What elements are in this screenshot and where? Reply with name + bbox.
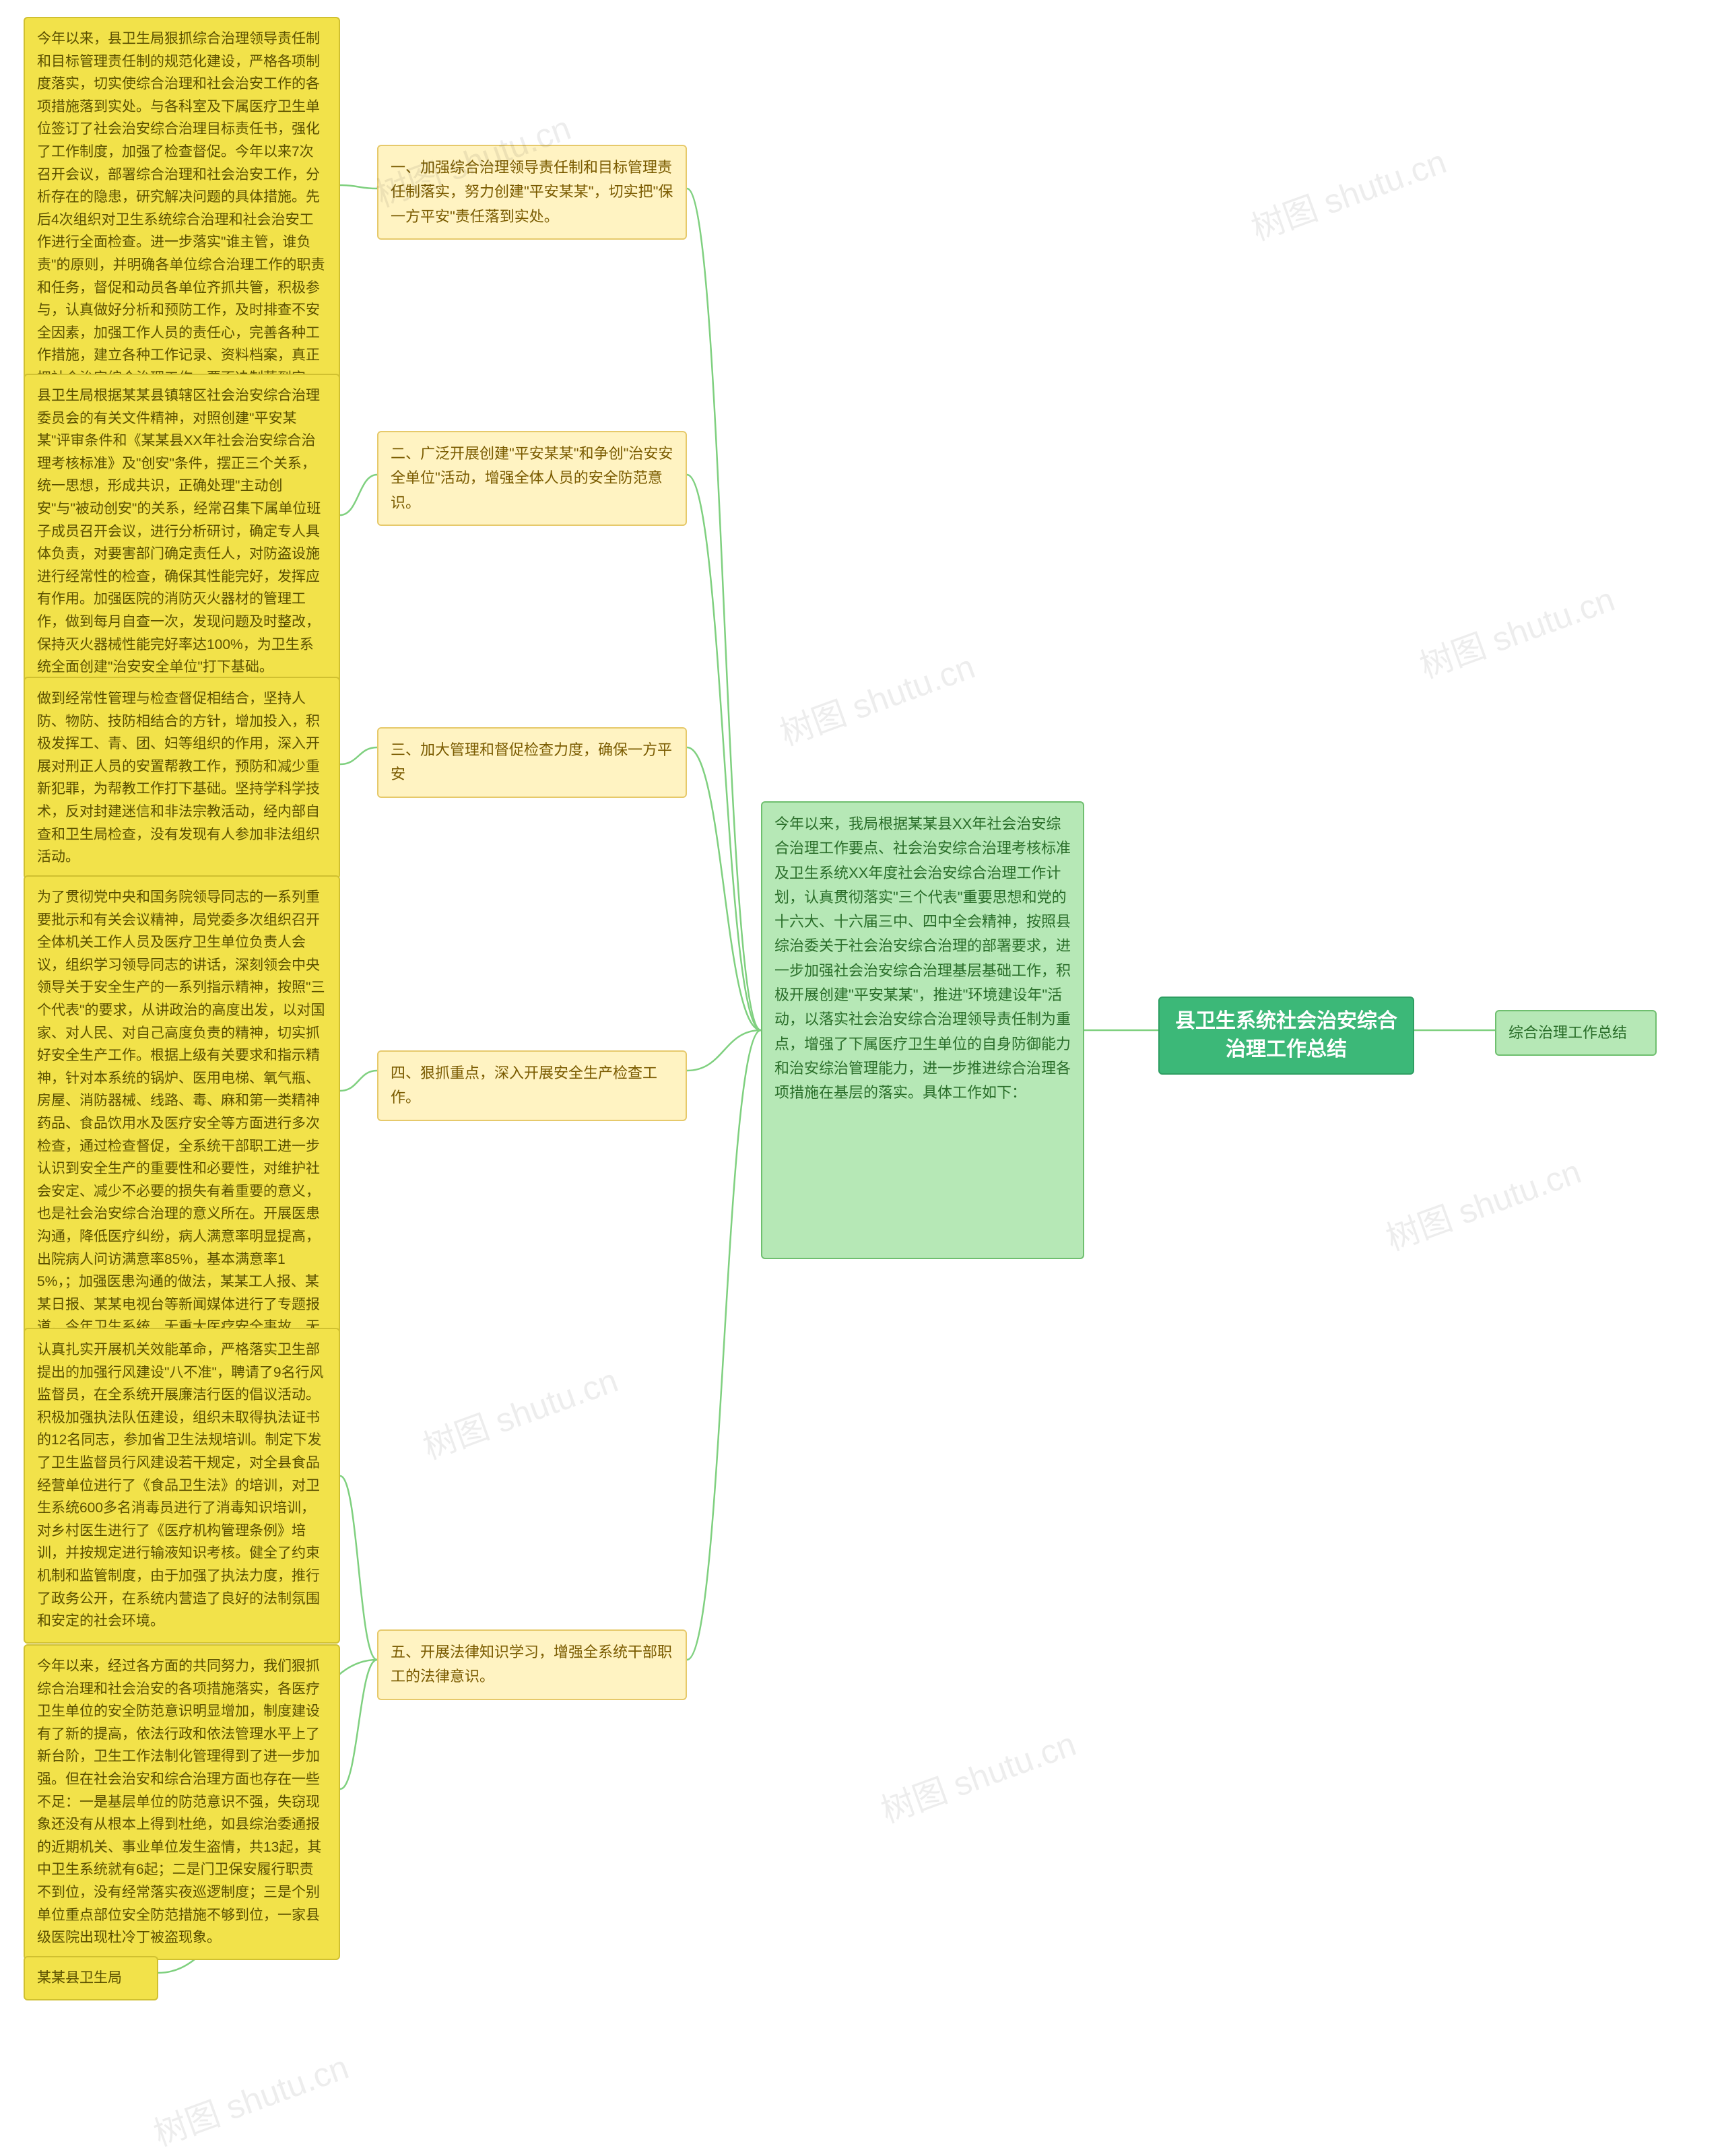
root-node[interactable]: 县卫生系统社会治安综合治理工作总结: [1158, 997, 1414, 1075]
section-3[interactable]: 三、加大管理和督促检查力度，确保一方平安: [377, 727, 687, 798]
mindmap-canvas: 县卫生系统社会治安综合治理工作总结 综合治理工作总结 今年以来，我局根据某某县XX年…: [0, 0, 1724, 2128]
section-5[interactable]: 五、开展法律知识学习，增强全系统干部职工的法律意识。: [377, 1629, 687, 1700]
leaf-3[interactable]: 做到经常性管理与检查督促相结合，坚持人防、物防、技防相结合的方针，增加投入，积极…: [24, 677, 340, 879]
leaf-7[interactable]: 某某县卫生局: [24, 1956, 158, 2000]
leaf-6[interactable]: 今年以来，经过各方面的共同努力，我们狠抓综合治理和社会治安的各项措施落实，各医疗…: [24, 1644, 340, 1960]
right-child-node[interactable]: 综合治理工作总结: [1495, 1010, 1657, 1056]
leaf-5[interactable]: 认真扎实开展机关效能革命，严格落实卫生部提出的加强行风建设"八不准"，聘请了9名…: [24, 1328, 340, 1644]
leaf-4[interactable]: 为了贯彻党中央和国务院领导同志的一系列重要批示和有关会议精神，局党委多次组织召开…: [24, 875, 340, 1372]
section-1[interactable]: 一、加强综合治理领导责任制和目标管理责任制落实，努力创建"平安某某"，切实把"保…: [377, 145, 687, 240]
leaf-2[interactable]: 县卫生局根据某某县镇辖区社会治安综合治理委员会的有关文件精神，对照创建"平安某某…: [24, 374, 340, 689]
section-2[interactable]: 二、广泛开展创建"平安某某"和争创"治安安全单位"活动，增强全体人员的安全防范意…: [377, 431, 687, 526]
section-4[interactable]: 四、狠抓重点，深入开展安全生产检查工作。: [377, 1050, 687, 1121]
leaf-1[interactable]: 今年以来，县卫生局狠抓综合治理领导责任制和目标管理责任制的规范化建设，严格各项制…: [24, 17, 340, 423]
context-node[interactable]: 今年以来，我局根据某某县XX年社会治安综合治理工作要点、社会治安综合治理考核标准…: [761, 801, 1084, 1259]
